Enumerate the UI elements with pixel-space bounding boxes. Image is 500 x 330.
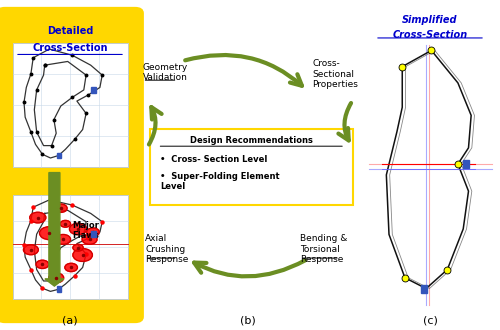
Bar [91, 231, 96, 237]
Circle shape [73, 248, 92, 261]
Bar [12, 195, 128, 299]
Text: Major
Flaws: Major Flaws [72, 221, 99, 240]
Text: Design Recommendations: Design Recommendations [190, 136, 312, 145]
FancyBboxPatch shape [0, 8, 142, 322]
Circle shape [86, 228, 100, 236]
Text: (a): (a) [62, 315, 78, 325]
Text: Simplified: Simplified [402, 15, 458, 25]
Circle shape [48, 273, 64, 283]
Circle shape [56, 235, 70, 244]
Text: Axial
Crushing
Response: Axial Crushing Response [145, 234, 188, 264]
Text: Cross-
Sectional
Properties: Cross- Sectional Properties [312, 59, 358, 89]
Bar [12, 43, 128, 167]
Bar [56, 286, 61, 292]
Circle shape [30, 212, 46, 223]
Circle shape [40, 227, 59, 240]
Circle shape [70, 223, 86, 235]
Circle shape [73, 244, 83, 251]
Circle shape [60, 220, 70, 227]
Circle shape [54, 204, 67, 213]
Circle shape [24, 245, 38, 255]
Bar [91, 87, 96, 93]
Text: •  Cross- Section Level: • Cross- Section Level [160, 155, 268, 164]
Circle shape [82, 235, 97, 244]
Bar [464, 160, 469, 168]
FancyArrow shape [45, 173, 64, 286]
Text: Cross-Section: Cross-Section [392, 30, 468, 40]
Circle shape [36, 260, 48, 269]
Text: (b): (b) [240, 315, 256, 325]
Text: •  Super-Folding Element
Level: • Super-Folding Element Level [160, 172, 280, 191]
Text: Geometry
Validation: Geometry Validation [142, 63, 188, 82]
FancyBboxPatch shape [150, 129, 352, 205]
Circle shape [65, 263, 78, 272]
Text: Cross-Section: Cross-Section [32, 43, 108, 53]
Bar [56, 152, 61, 158]
Bar [421, 284, 427, 292]
Text: Detailed: Detailed [47, 26, 93, 36]
Text: Bending &
Torsional
Response: Bending & Torsional Response [300, 234, 348, 264]
Text: (c): (c) [422, 315, 438, 325]
